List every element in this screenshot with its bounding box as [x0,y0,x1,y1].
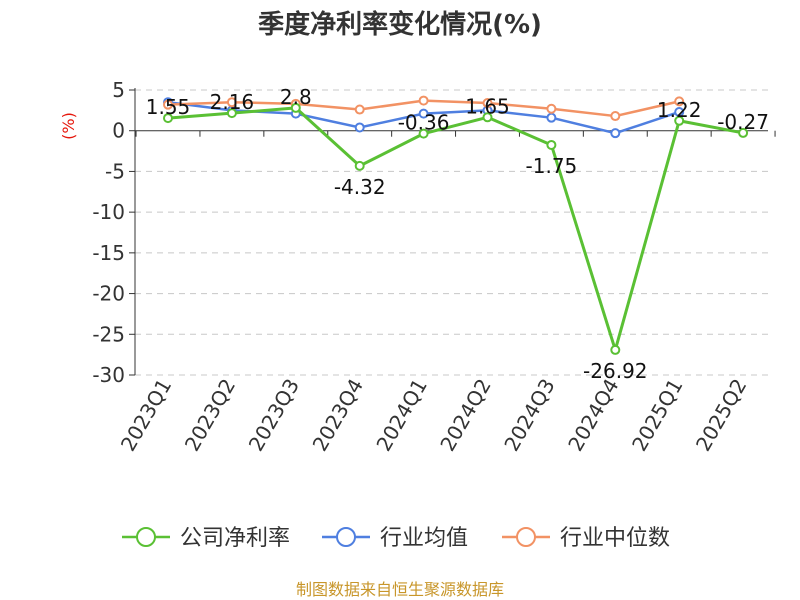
data-point [418,95,429,106]
data-point [610,111,621,122]
data-point [610,344,621,355]
data-point [354,104,365,115]
y-tick-label: 0 [112,119,125,143]
grid-lines [135,89,768,376]
legend-marker [336,527,356,547]
y-tick-label: -30 [92,363,125,387]
data-label: -4.32 [334,175,386,199]
legend-label: 行业中位数 [560,526,670,551]
data-point [290,102,301,113]
y-tick-label: -25 [92,322,125,346]
x-tick-label: 2023Q4 [308,375,368,456]
axes [134,88,768,375]
data-label: 2.16 [210,90,255,114]
data-point [610,128,621,139]
data-point [482,98,493,109]
x-tick-label: 2024Q2 [435,375,495,456]
legend-item-0[interactable]: 公司净利率 [122,526,290,551]
data-point [163,113,173,124]
x-tick-label: 2023Q3 [244,375,304,456]
x-tick-label: 2024Q4 [563,375,623,456]
legend-marker [136,527,156,547]
data-point [674,115,685,126]
data-point [546,139,557,150]
source-note: 制图数据来自恒生聚源数据库 [296,580,504,599]
data-label: 1.22 [657,98,702,122]
series-line [167,106,744,352]
data-label: -26.92 [583,359,647,383]
chart-title: 季度净利率变化情况(%) [258,9,542,40]
legend-item-2[interactable]: 行业中位数 [502,526,670,551]
y-tick-label: -20 [92,282,125,306]
x-tick-label: 2024Q1 [371,375,431,456]
legend-marker [516,527,536,547]
data-point [546,103,557,114]
data-label: -1.75 [526,154,578,178]
data-point [546,112,557,123]
data-point [163,99,173,110]
legend-label: 行业均值 [380,526,468,551]
data-point [674,96,685,107]
y-tick-label: -10 [92,200,125,224]
data-point [738,127,749,138]
data-point [354,122,365,133]
x-tick-label: 2023Q2 [180,375,240,456]
data-point [418,128,429,139]
data-point [226,97,237,108]
data-point [354,160,365,171]
data-point [418,108,429,119]
y-tick-label: 5 [112,78,125,102]
y-axis-unit-label: (%) [59,112,78,140]
x-tick-label: 2024Q3 [499,375,559,456]
x-tick-label: 2025Q2 [691,375,751,456]
data-label: 2.8 [280,85,312,109]
x-axis-ticks: 2023Q1 2023Q2 2023Q3 2023Q4 2024Q1 2024Q2 2024… [116,130,776,456]
data-point [226,108,237,119]
data-label: 1.65 [465,94,510,118]
data-label: -0.27 [717,110,769,134]
y-tick-label: -15 [92,241,125,265]
legend-item-1[interactable]: 行业均值 [322,526,468,551]
data-label: 1.55 [146,95,191,119]
data-point [482,112,493,123]
series-0 [163,102,749,355]
y-axis-ticks: 5 0 -5 -10 -15 -20 -25 -30 [92,78,135,387]
data-labels: 1.55 2.16 2.8 -4.32 -0.36 1.65 -1.75 -26.92 1.22… [146,85,769,383]
legend[interactable]: 公司净利率 行业均值 行业中位数 [122,526,670,551]
data-label: -0.36 [398,111,450,135]
series-lines [163,95,749,355]
legend-label: 公司净利率 [180,526,290,551]
y-tick-label: -5 [105,159,125,183]
x-tick-label: 2025Q1 [627,375,687,456]
